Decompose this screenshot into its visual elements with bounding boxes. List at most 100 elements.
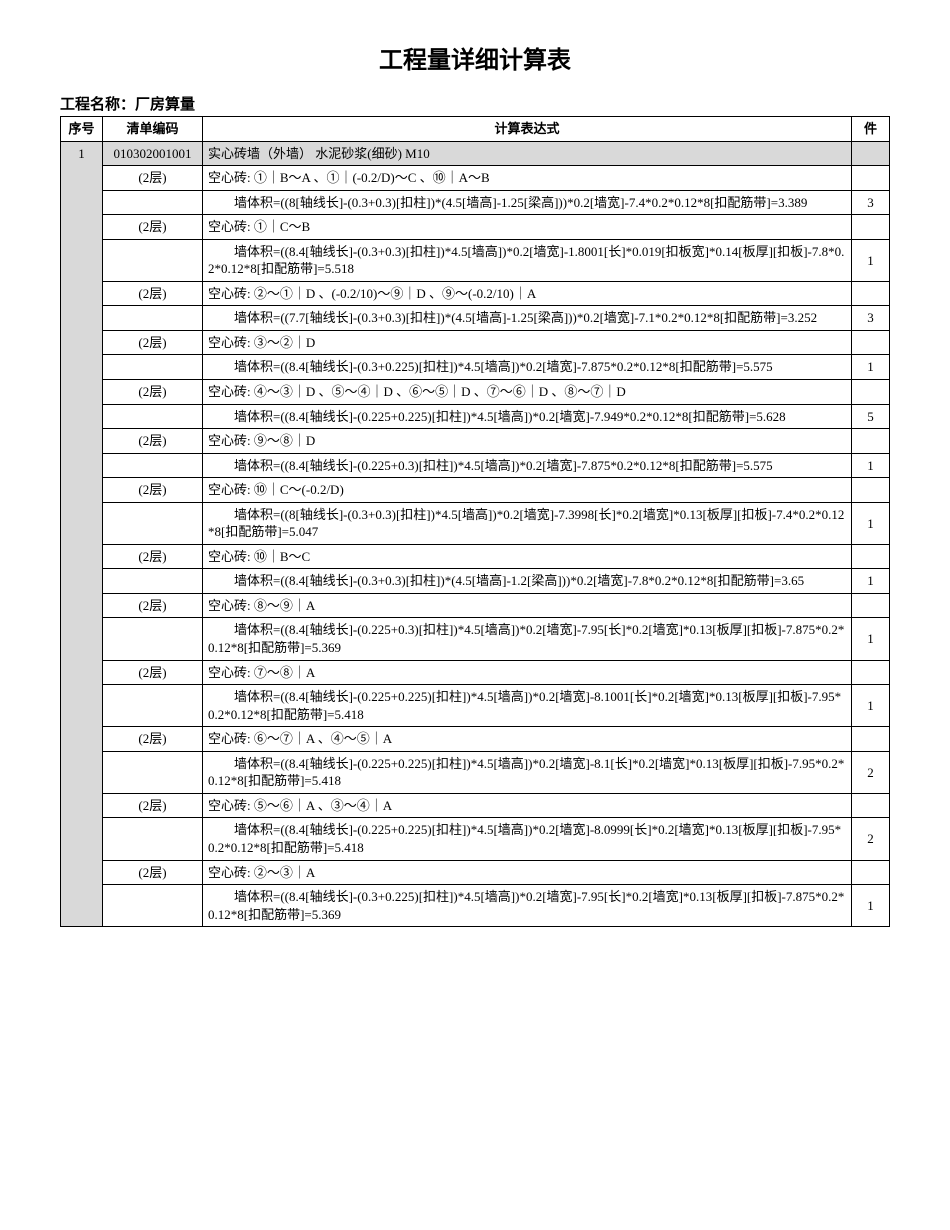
floor-blank: [103, 885, 203, 927]
label-cell: 空心砖: ⑨～⑧｜D: [203, 429, 852, 454]
label-row: (2层)空心砖: ②～①｜D 、(-0.2/10)～⑨｜D 、⑨～(-0.2/1…: [61, 281, 890, 306]
qty-blank: [852, 478, 890, 503]
header-code: 清单编码: [103, 117, 203, 142]
qty-blank: [852, 215, 890, 240]
floor-cell: (2层): [103, 330, 203, 355]
formula-row: 墙体积=((8.4[轴线长]-(0.225+0.225)[扣柱])*4.5[墙高…: [61, 404, 890, 429]
page-title: 工程量详细计算表: [60, 40, 890, 75]
formula-cell: 墙体积=((8.4[轴线长]-(0.225+0.225)[扣柱])*4.5[墙高…: [203, 685, 852, 727]
qty-cell: 1: [852, 502, 890, 544]
formula-row: 墙体积=((8.4[轴线长]-(0.225+0.225)[扣柱])*4.5[墙高…: [61, 685, 890, 727]
qty-blank: [852, 281, 890, 306]
qty-cell: 1: [852, 685, 890, 727]
floor-cell: (2层): [103, 727, 203, 752]
label-cell: 空心砖: ①｜C～B: [203, 215, 852, 240]
label-cell: 空心砖: ③～②｜D: [203, 330, 852, 355]
floor-blank: [103, 355, 203, 380]
label-row: (2层)空心砖: ⑧～⑨｜A: [61, 593, 890, 618]
qty-blank: [852, 860, 890, 885]
qty-blank: [852, 380, 890, 405]
label-row: (2层)空心砖: ①｜B～A 、①｜(-0.2/D)～C 、⑩｜A～B: [61, 166, 890, 191]
formula-cell: 墙体积=((8.4[轴线长]-(0.225+0.225)[扣柱])*4.5[墙高…: [203, 404, 852, 429]
floor-cell: (2层): [103, 660, 203, 685]
label-row: (2层)空心砖: ⑩｜C～(-0.2/D): [61, 478, 890, 503]
formula-cell: 墙体积=((8[轴线长]-(0.3+0.3)[扣柱])*(4.5[墙高]-1.2…: [203, 190, 852, 215]
label-cell: 空心砖: ⑦～⑧｜A: [203, 660, 852, 685]
qty-blank: [852, 727, 890, 752]
formula-cell: 墙体积=((8.4[轴线长]-(0.3+0.225)[扣柱])*4.5[墙高])…: [203, 885, 852, 927]
floor-cell: (2层): [103, 793, 203, 818]
qty-cell: 1: [852, 239, 890, 281]
seq-cell: 1: [61, 141, 103, 927]
formula-row: 墙体积=((8.4[轴线长]-(0.225+0.3)[扣柱])*4.5[墙高])…: [61, 618, 890, 660]
qty-blank: [852, 660, 890, 685]
formula-row: 墙体积=((8[轴线长]-(0.3+0.3)[扣柱])*(4.5[墙高]-1.2…: [61, 190, 890, 215]
qty-blank: [852, 593, 890, 618]
label-cell: 空心砖: ⑤～⑥｜A 、③～④｜A: [203, 793, 852, 818]
floor-cell: (2层): [103, 478, 203, 503]
floor-cell: (2层): [103, 860, 203, 885]
formula-cell: 墙体积=((8.4[轴线长]-(0.3+0.3)[扣柱])*(4.5[墙高]-1…: [203, 569, 852, 594]
floor-cell: (2层): [103, 166, 203, 191]
formula-cell: 墙体积=((8.4[轴线长]-(0.225+0.3)[扣柱])*4.5[墙高])…: [203, 453, 852, 478]
qty-blank: [852, 330, 890, 355]
formula-row: 墙体积=((7.7[轴线长]-(0.3+0.3)[扣柱])*(4.5[墙高]-1…: [61, 306, 890, 331]
qty-cell: 2: [852, 751, 890, 793]
qty-blank: [852, 544, 890, 569]
qty-cell: 2: [852, 818, 890, 860]
qty-blank: [852, 166, 890, 191]
label-row: (2层)空心砖: ④～③｜D 、⑤～④｜D 、⑥～⑤｜D 、⑦～⑥｜D 、⑧～⑦…: [61, 380, 890, 405]
formula-cell: 墙体积=((8.4[轴线长]-(0.3+0.3)[扣柱])*4.5[墙高])*0…: [203, 239, 852, 281]
floor-cell: (2层): [103, 429, 203, 454]
group-code: 010302001001: [103, 141, 203, 166]
label-cell: 空心砖: ⑩｜B～C: [203, 544, 852, 569]
formula-cell: 墙体积=((8.4[轴线长]-(0.225+0.225)[扣柱])*4.5[墙高…: [203, 818, 852, 860]
label-cell: 空心砖: ②～③｜A: [203, 860, 852, 885]
label-cell: 空心砖: ④～③｜D 、⑤～④｜D 、⑥～⑤｜D 、⑦～⑥｜D 、⑧～⑦｜D: [203, 380, 852, 405]
label-row: (2层)空心砖: ②～③｜A: [61, 860, 890, 885]
qty-cell: 5: [852, 404, 890, 429]
header-expr: 计算表达式: [203, 117, 852, 142]
label-row: (2层)空心砖: ⑨～⑧｜D: [61, 429, 890, 454]
label-row: (2层)空心砖: ⑦～⑧｜A: [61, 660, 890, 685]
formula-row: 墙体积=((8.4[轴线长]-(0.225+0.225)[扣柱])*4.5[墙高…: [61, 818, 890, 860]
formula-row: 墙体积=((8.4[轴线长]-(0.3+0.3)[扣柱])*4.5[墙高])*0…: [61, 239, 890, 281]
formula-row: 墙体积=((8.4[轴线长]-(0.225+0.225)[扣柱])*4.5[墙高…: [61, 751, 890, 793]
header-seq: 序号: [61, 117, 103, 142]
group-qty: [852, 141, 890, 166]
floor-blank: [103, 569, 203, 594]
qty-cell: 3: [852, 306, 890, 331]
floor-blank: [103, 685, 203, 727]
table-header-row: 序号 清单编码 计算表达式 件: [61, 117, 890, 142]
qty-cell: 3: [852, 190, 890, 215]
qty-cell: 1: [852, 569, 890, 594]
formula-cell: 墙体积=((8.4[轴线长]-(0.225+0.225)[扣柱])*4.5[墙高…: [203, 751, 852, 793]
floor-cell: (2层): [103, 544, 203, 569]
label-cell: 空心砖: ⑧～⑨｜A: [203, 593, 852, 618]
formula-cell: 墙体积=((7.7[轴线长]-(0.3+0.3)[扣柱])*(4.5[墙高]-1…: [203, 306, 852, 331]
floor-blank: [103, 818, 203, 860]
qty-cell: 1: [852, 453, 890, 478]
label-row: (2层)空心砖: ⑩｜B～C: [61, 544, 890, 569]
floor-cell: (2层): [103, 380, 203, 405]
formula-cell: 墙体积=((8.4[轴线长]-(0.3+0.225)[扣柱])*4.5[墙高])…: [203, 355, 852, 380]
formula-row: 墙体积=((8.4[轴线长]-(0.225+0.3)[扣柱])*4.5[墙高])…: [61, 453, 890, 478]
qty-blank: [852, 793, 890, 818]
qty-cell: 1: [852, 885, 890, 927]
project-name: 工程名称：厂房算量: [60, 93, 890, 114]
formula-row: 墙体积=((8.4[轴线长]-(0.3+0.3)[扣柱])*(4.5[墙高]-1…: [61, 569, 890, 594]
label-row: (2层)空心砖: ⑤～⑥｜A 、③～④｜A: [61, 793, 890, 818]
floor-cell: (2层): [103, 593, 203, 618]
floor-blank: [103, 618, 203, 660]
formula-row: 墙体积=((8.4[轴线长]-(0.3+0.225)[扣柱])*4.5[墙高])…: [61, 355, 890, 380]
floor-blank: [103, 239, 203, 281]
floor-blank: [103, 404, 203, 429]
qty-cell: 1: [852, 355, 890, 380]
formula-row: 墙体积=((8[轴线长]-(0.3+0.3)[扣柱])*4.5[墙高])*0.2…: [61, 502, 890, 544]
floor-blank: [103, 190, 203, 215]
formula-cell: 墙体积=((8[轴线长]-(0.3+0.3)[扣柱])*4.5[墙高])*0.2…: [203, 502, 852, 544]
formula-cell: 墙体积=((8.4[轴线长]-(0.225+0.3)[扣柱])*4.5[墙高])…: [203, 618, 852, 660]
group-row: 1010302001001实心砖墙（外墙） 水泥砂浆(细砂) M10: [61, 141, 890, 166]
label-cell: 空心砖: ①｜B～A 、①｜(-0.2/D)～C 、⑩｜A～B: [203, 166, 852, 191]
floor-cell: (2层): [103, 215, 203, 240]
